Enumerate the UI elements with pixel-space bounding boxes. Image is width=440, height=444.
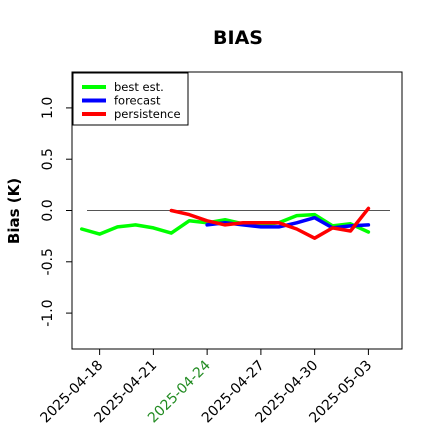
- y-tick-label-3: 0.5: [40, 148, 56, 170]
- y-axis-label: Bias (K): [5, 178, 23, 244]
- y-tick-label-0: -1.0: [40, 299, 56, 326]
- chart-title: BIAS: [213, 27, 263, 49]
- y-tick-label-4: 1.0: [40, 97, 56, 119]
- series-line-2: [169, 206, 371, 240]
- y-tick-label-2: 0.0: [40, 199, 56, 221]
- legend-label-2: persistence: [114, 107, 181, 121]
- series-line-0: [79, 212, 371, 236]
- legend-label-0: best est.: [114, 80, 164, 94]
- y-tick-label-1: -0.5: [40, 248, 56, 275]
- legend-label-1: forecast: [114, 94, 161, 108]
